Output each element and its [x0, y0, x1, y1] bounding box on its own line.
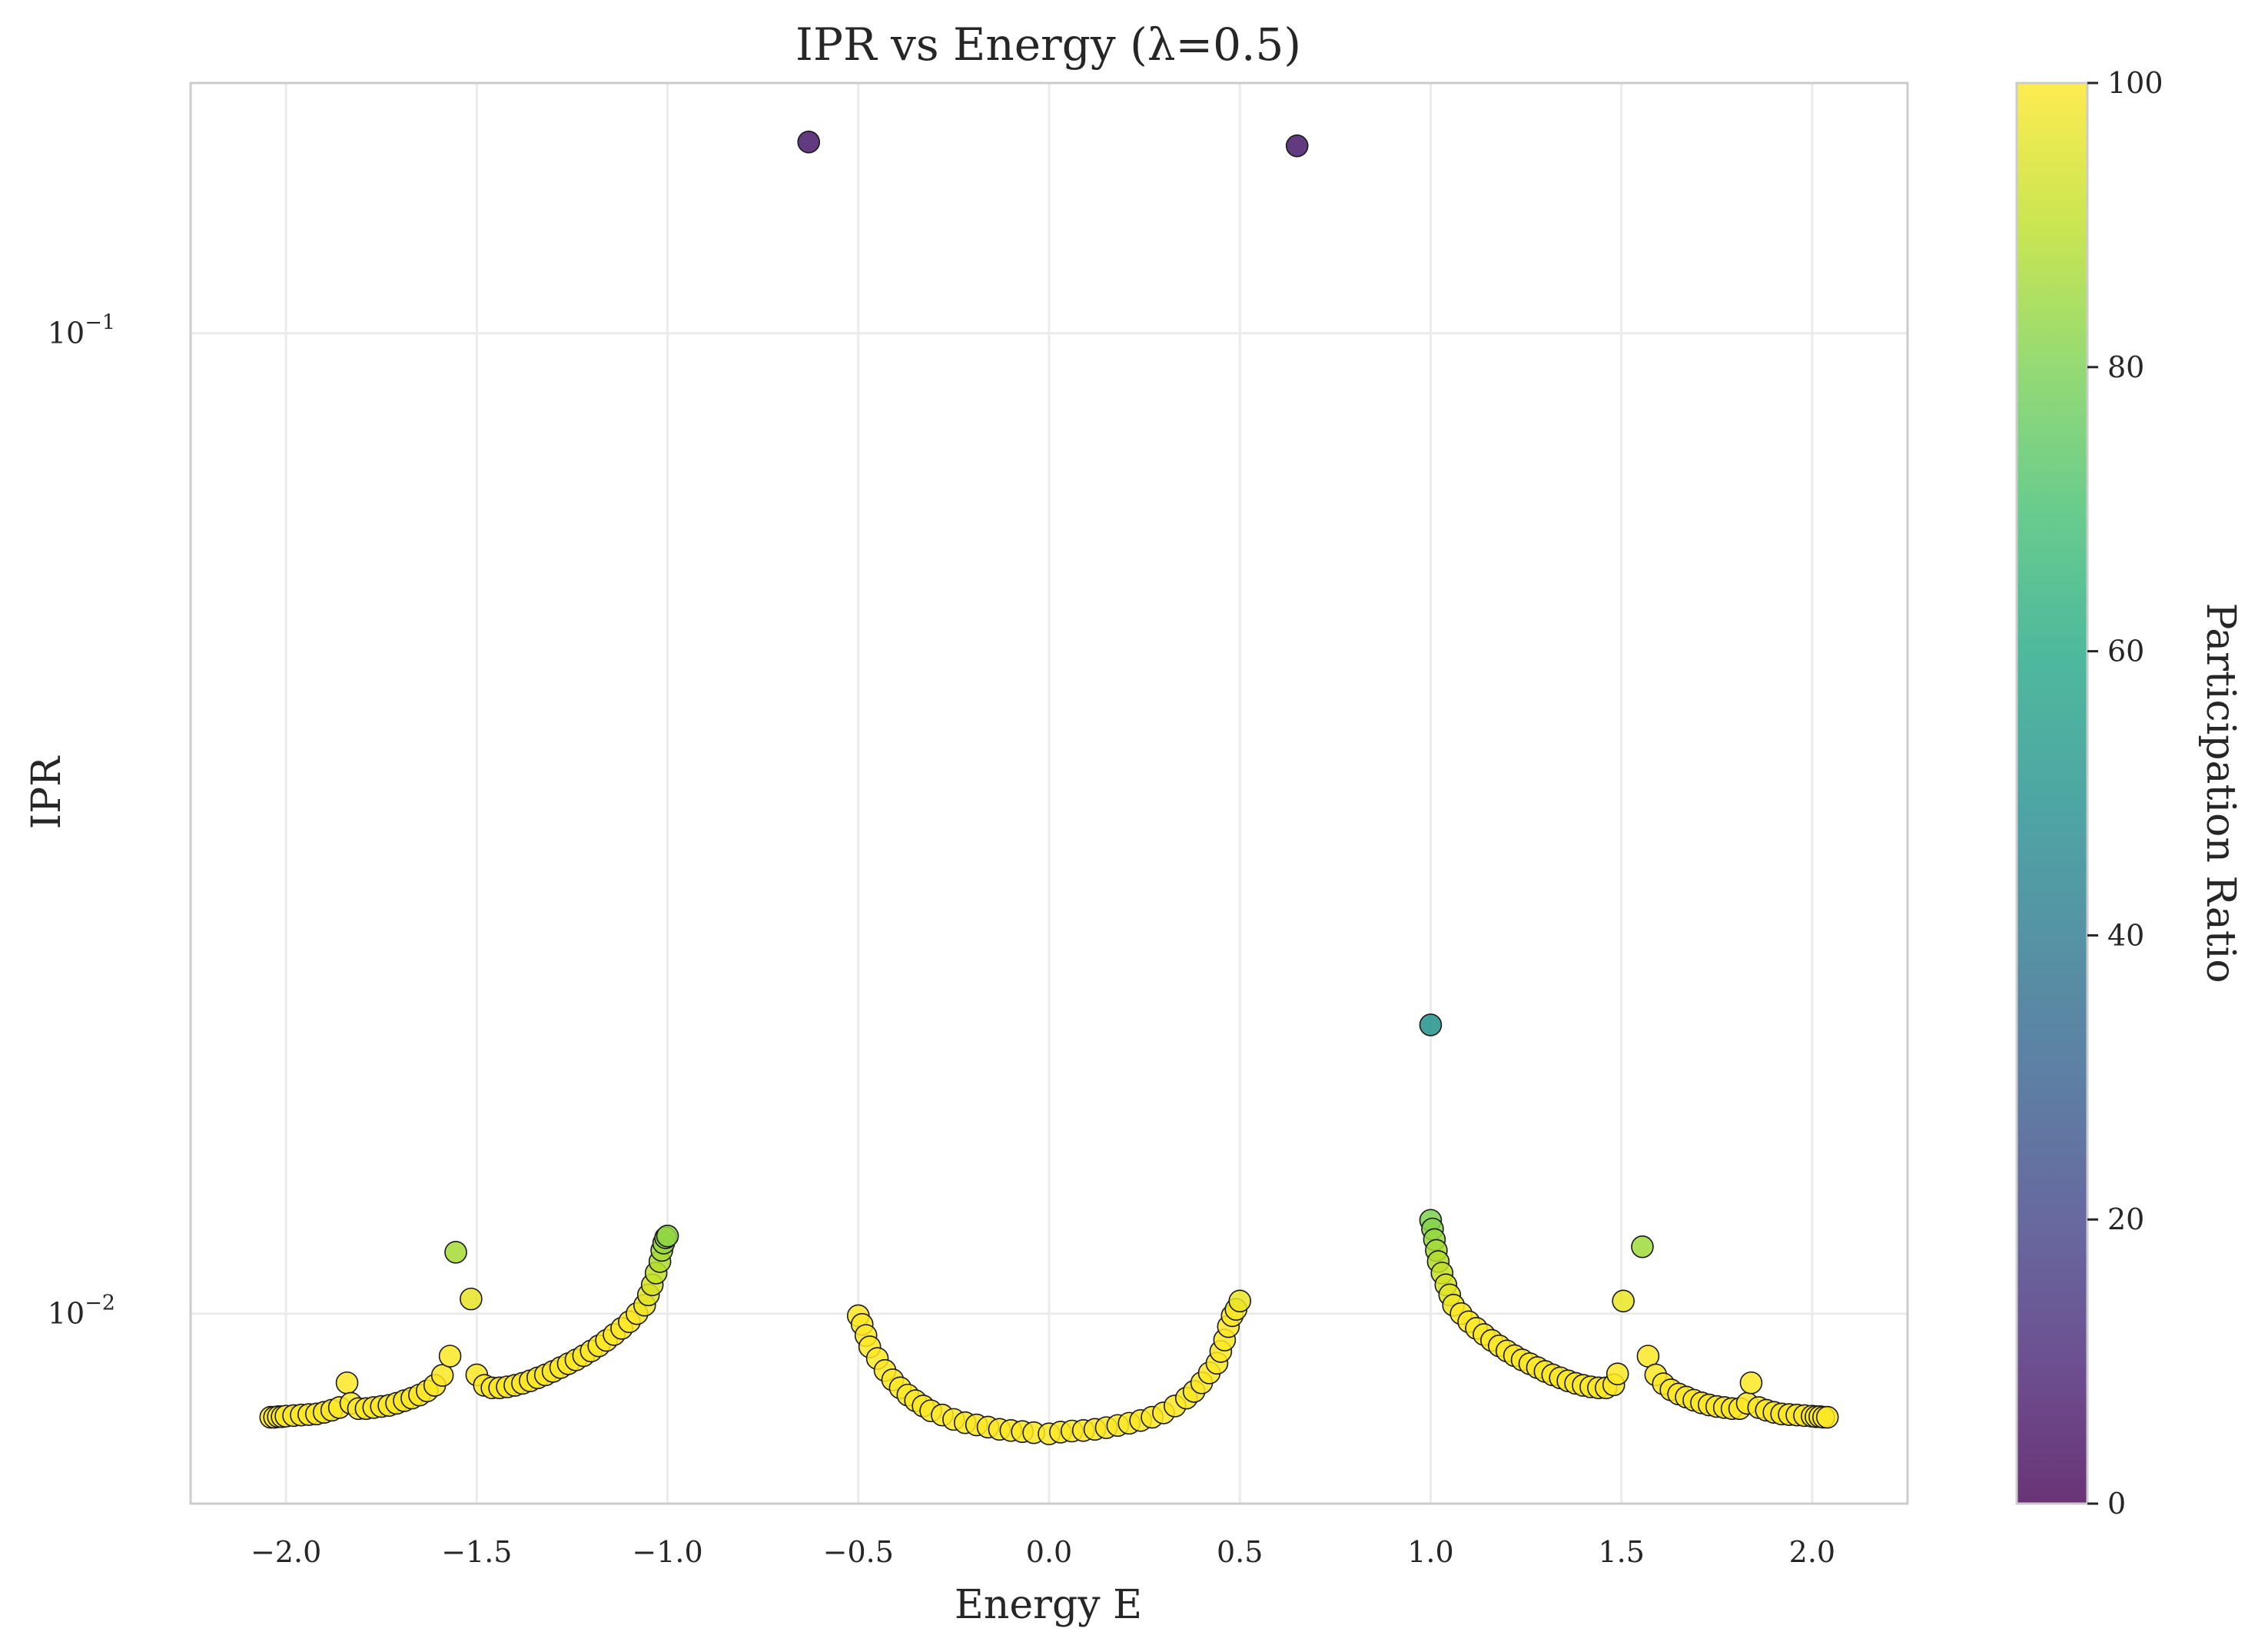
- colorbar-tick-label: 100: [2107, 66, 2163, 100]
- plot-area: [189, 81, 1909, 1505]
- chart-title: IPR vs Energy (λ=0.5): [795, 18, 1301, 71]
- x-tick-label: −1.0: [632, 1535, 702, 1569]
- colorbar-tick-label: 60: [2107, 635, 2144, 668]
- data-point: [444, 1241, 467, 1264]
- data-point: [460, 1287, 483, 1311]
- colorbar-gradient: [2017, 83, 2087, 1504]
- data-point: [1631, 1235, 1654, 1259]
- grid-lines: [191, 83, 1908, 1504]
- plot-frame: [189, 81, 1909, 1505]
- data-point: [335, 1371, 359, 1395]
- data-point: [1419, 1013, 1443, 1036]
- data-points: [259, 131, 1839, 1445]
- x-tick-label: 1.0: [1407, 1535, 1453, 1569]
- x-tick-label: 0.0: [1026, 1535, 1072, 1569]
- data-point: [797, 131, 821, 154]
- x-axis-label: Energy E: [955, 1582, 1142, 1628]
- x-tick-label: 0.5: [1217, 1535, 1263, 1569]
- x-tick-label: 1.5: [1598, 1535, 1644, 1569]
- colorbar-tick-label: 0: [2107, 1487, 2126, 1521]
- data-point: [1606, 1362, 1629, 1385]
- x-tick-label: 2.0: [1789, 1535, 1835, 1569]
- data-point: [430, 1364, 454, 1387]
- x-tick-label: −1.5: [441, 1535, 512, 1569]
- colorbar-tick-label: 20: [2107, 1202, 2144, 1236]
- colorbar: 0 20 40 60 80 100 Participation Ratio: [2015, 66, 2243, 1521]
- x-tick-label: −0.5: [823, 1535, 894, 1569]
- y-axis-label: IPR: [24, 755, 70, 830]
- data-point: [438, 1345, 462, 1368]
- x-tick-label: −2.0: [251, 1535, 321, 1569]
- colorbar-ticks: 0 20 40 60 80 100: [2087, 66, 2163, 1521]
- data-point: [656, 1224, 679, 1248]
- data-point: [1612, 1289, 1635, 1313]
- data-point: [1739, 1371, 1763, 1395]
- y-axis-ticks: 10−2 10−1: [48, 311, 115, 1331]
- colorbar-tick-label: 40: [2107, 918, 2144, 952]
- x-axis-ticks: −2.0 −1.5 −1.0 −0.5 0.0 0.5 1.0 1.5 2.0: [251, 1535, 1835, 1569]
- colorbar-label: Participation Ratio: [2197, 602, 2243, 983]
- data-point: [1285, 134, 1309, 158]
- data-point: [1228, 1289, 1252, 1313]
- data-point: [1815, 1405, 1839, 1429]
- colorbar-frame: [2015, 81, 2089, 1505]
- colorbar-tick-label: 80: [2107, 350, 2144, 384]
- y-tick-label: 10−2: [48, 1292, 115, 1331]
- y-tick-label: 10−1: [48, 311, 115, 350]
